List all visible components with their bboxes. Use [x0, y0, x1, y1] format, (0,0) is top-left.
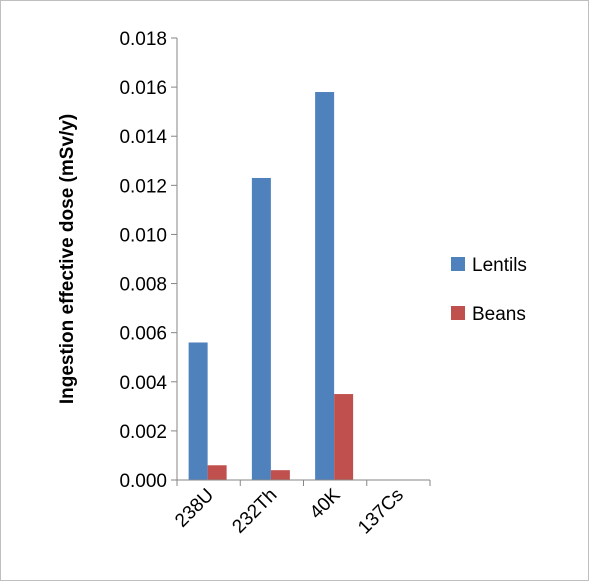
- legend-swatch-lentils: [451, 257, 465, 271]
- y-tick-label: 0.000: [119, 471, 167, 492]
- bar-lentils-238u: [188, 342, 208, 480]
- y-tick-label: 0.010: [119, 225, 167, 246]
- bar-lentils-232th: [251, 177, 271, 480]
- x-category-label: 40K: [306, 484, 345, 523]
- legend-label-lentils: Lentils: [472, 255, 527, 276]
- y-tick-label: 0.016: [119, 78, 167, 99]
- legend-label-beans: Beans: [472, 304, 526, 325]
- y-tick-label: 0.002: [119, 422, 167, 443]
- x-category-label: 137Cs: [354, 485, 408, 539]
- y-tick-label: 0.012: [119, 176, 167, 197]
- y-axis-ticks: 0.000 0.002 0.004 0.006 0.008 0.010 0.012 0.014…: [119, 29, 177, 492]
- y-tick-label: 0.014: [119, 127, 167, 148]
- x-axis-labels: 238U 232Th 40K 137Cs: [171, 484, 408, 538]
- y-tick-label: 0.008: [119, 275, 167, 296]
- y-tick-label: 0.018: [119, 29, 167, 50]
- y-axis-title: Ingestion effective dose (mSv/y): [57, 114, 78, 404]
- x-category-label: 238U: [171, 485, 218, 532]
- y-tick-label: 0.006: [119, 324, 167, 345]
- bar-lentils-40k: [315, 92, 335, 481]
- bars: [188, 92, 398, 481]
- bar-beans-232th: [270, 470, 290, 480]
- x-category-label: 232Th: [228, 485, 281, 538]
- y-tick-label: 0.004: [119, 373, 167, 394]
- legend: Lentils Beans: [451, 255, 527, 325]
- legend-swatch-beans: [451, 306, 465, 320]
- bar-beans-40k: [334, 394, 354, 480]
- axes: [171, 38, 431, 486]
- bar-beans-238u: [207, 465, 227, 480]
- y-axis-title-group: Ingestion effective dose (mSv/y): [57, 114, 78, 404]
